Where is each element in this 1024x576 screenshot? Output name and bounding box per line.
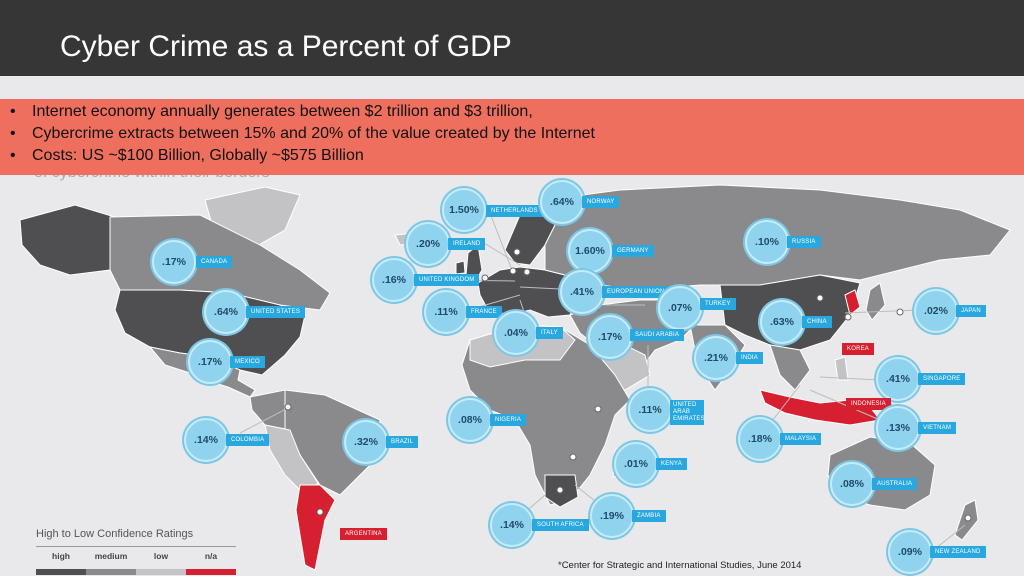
country-pct-bubble: .16%: [372, 258, 416, 302]
country-pct-bubble: .17%: [588, 315, 632, 359]
country-pct-bubble: .10%: [745, 220, 789, 264]
country-name-tag: UNITED STATES: [246, 306, 306, 318]
country-name-tag: AUSTRALIA: [872, 478, 918, 490]
country-name-tag: UNITED ARAB EMIRATES: [670, 400, 705, 425]
country-name-tag: EUROPEAN UNION: [602, 286, 670, 298]
legend-label-high: high: [52, 551, 70, 561]
country-name-tag: SOUTH AFRICA: [532, 519, 589, 531]
country-pct-bubble: .63%: [760, 300, 804, 344]
country-name-tag: UNITED KINGDOM: [414, 274, 480, 286]
country-pct-bubble: .64%: [540, 180, 584, 224]
country-name-tag: TURKEY: [700, 298, 736, 310]
source-citation: *Center for Strategic and International …: [558, 560, 802, 571]
country-pct-bubble: .11%: [628, 388, 672, 432]
land-philippines: [834, 356, 849, 381]
legend-labels: high medium low n/a: [36, 546, 236, 561]
country-name-tag: CHINA: [802, 316, 832, 328]
legend-label-low: low: [153, 551, 169, 561]
legend-swatches: [36, 569, 236, 575]
country-name-tag: IRELAND: [448, 238, 486, 250]
bullet-banner: • Internet economy annually generates bet…: [0, 99, 1024, 175]
country-name-tag: MEXICO: [230, 356, 265, 368]
country-pct-bubble: .09%: [888, 530, 932, 574]
bullet-marker: •: [10, 125, 16, 142]
land-ireland: [455, 260, 466, 275]
country-name-tag: ITALY: [536, 327, 563, 339]
country-pct-bubble: .17%: [188, 340, 232, 384]
country-pct-bubble: .08%: [830, 462, 874, 506]
page-title: Cyber Crime as a Percent of GDP: [60, 30, 512, 63]
country-pct-bubble: .13%: [876, 406, 920, 450]
bullet-item: • Costs: US ~$100 Billion, Globally ~$575…: [10, 147, 1024, 169]
legend-swatch-high: [36, 569, 86, 575]
country-name-tag: KENYA: [656, 458, 687, 470]
country-name-tag: VIETNAM: [918, 422, 957, 434]
country-name-tag: SINGAPORE: [918, 373, 966, 385]
country-name-tag: NORWAY: [582, 196, 620, 208]
country-name-tag: NETHERLANDS: [486, 205, 543, 217]
country-name-tag: BRAZIL: [386, 436, 419, 448]
legend-swatch-medium: [86, 569, 136, 575]
country-name-tag: MALAYSIA: [780, 433, 822, 445]
bullet-text: Costs: US ~$100 Billion, Globally ~$575 …: [32, 147, 364, 164]
country-pct-bubble: .32%: [344, 420, 388, 464]
bullet-item: • Cybercrime extracts between 15% and 20%…: [10, 125, 1024, 147]
country-name-tag: JAPAN: [956, 305, 986, 317]
country-pct-bubble: .04%: [494, 311, 538, 355]
country-pct-bubble: .14%: [490, 503, 534, 547]
country-pct-bubble: .41%: [560, 270, 604, 314]
country-pct-bubble: 1.60%: [568, 229, 612, 273]
country-pct-bubble: .14%: [184, 418, 228, 462]
country-name-tag: ZAMBIA: [632, 510, 666, 522]
country-pct-bubble: .07%: [658, 286, 702, 330]
bullet-item: • Internet economy annually generates bet…: [10, 103, 1024, 125]
legend-swatch-low: [136, 569, 186, 575]
country-pct-bubble: .20%: [406, 222, 450, 266]
country-name-tag: INDONESIA: [846, 398, 891, 410]
country-pct-bubble: .41%: [876, 357, 920, 401]
country-name-tag: CANADA: [196, 256, 233, 268]
country-name-tag: COLOMBIA: [226, 434, 270, 446]
country-name-tag: GERMANY: [612, 245, 654, 257]
legend-swatch-na: [186, 569, 236, 575]
legend-label-medium: medium: [94, 551, 128, 561]
bullet-marker: •: [10, 103, 16, 120]
land-argentina: [295, 484, 336, 571]
country-name-tag: RUSSIA: [787, 236, 821, 248]
country-pct-bubble: .08%: [448, 398, 492, 442]
land-se-asia: [769, 344, 811, 391]
bullet-text: Internet economy annually generates betw…: [32, 103, 533, 120]
confidence-legend: High to Low Confidence Ratings high medi…: [36, 528, 236, 575]
country-pct-bubble: .02%: [914, 289, 958, 333]
land-alaska: [19, 204, 116, 276]
land-korea: [844, 289, 861, 316]
country-name-tag: FRANCE: [466, 306, 502, 318]
country-pct-bubble: .21%: [694, 336, 738, 380]
country-name-tag: NEW ZEALAND: [930, 546, 986, 558]
country-name-tag: SAUDI ARABIA: [630, 329, 685, 341]
country-pct-bubble: .11%: [424, 290, 468, 334]
land-japan: [865, 282, 886, 321]
country-pct-bubble: .19%: [590, 494, 634, 538]
header-bar: Cyber Crime as a Percent of GDP: [0, 0, 1024, 76]
bullet-text: Cybercrime extracts between 15% and 20% …: [32, 125, 595, 142]
country-name-tag: KOREA: [842, 343, 875, 355]
country-pct-bubble: .01%: [614, 442, 658, 486]
country-name-tag: ARGENTINA: [340, 528, 387, 540]
legend-title: High to Low Confidence Ratings: [36, 528, 194, 540]
bullet-marker: •: [10, 147, 16, 164]
country-pct-bubble: 1.50%: [442, 188, 486, 232]
country-pct-bubble: .17%: [152, 240, 196, 284]
country-pct-bubble: .64%: [204, 290, 248, 334]
country-name-tag: NIGERIA: [490, 414, 527, 426]
country-name-tag: INDIA: [736, 352, 764, 364]
legend-label-na: n/a: [204, 551, 218, 561]
country-pct-bubble: .18%: [738, 417, 782, 461]
